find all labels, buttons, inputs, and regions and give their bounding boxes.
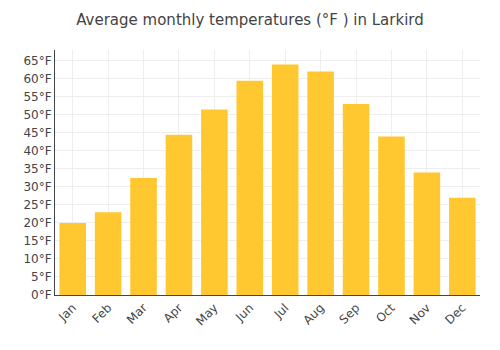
- svg-text:Apr: Apr: [161, 301, 186, 326]
- svg-text:10°F: 10°F: [23, 252, 51, 266]
- svg-text:Sep: Sep: [337, 301, 363, 327]
- svg-text:Aug: Aug: [301, 301, 327, 327]
- svg-text:5°F: 5°F: [31, 270, 52, 284]
- svg-text:Oct: Oct: [373, 301, 398, 326]
- svg-text:May: May: [193, 301, 220, 328]
- svg-text:60°F: 60°F: [23, 72, 51, 86]
- svg-text:Mar: Mar: [124, 301, 150, 327]
- svg-text:35°F: 35°F: [23, 162, 51, 176]
- svg-text:Jan: Jan: [55, 301, 79, 325]
- svg-text:55°F: 55°F: [23, 90, 51, 104]
- svg-text:30°F: 30°F: [23, 180, 51, 194]
- svg-text:15°F: 15°F: [23, 234, 51, 248]
- svg-text:45°F: 45°F: [23, 126, 51, 140]
- svg-text:Jul: Jul: [271, 301, 292, 322]
- svg-text:Dec: Dec: [442, 301, 468, 327]
- svg-text:50°F: 50°F: [23, 108, 51, 122]
- svg-text:0°F: 0°F: [31, 288, 52, 302]
- svg-text:40°F: 40°F: [23, 144, 51, 158]
- svg-text:65°F: 65°F: [23, 54, 51, 68]
- svg-text:Nov: Nov: [407, 301, 433, 327]
- svg-text:25°F: 25°F: [23, 198, 51, 212]
- svg-text:Feb: Feb: [90, 301, 115, 326]
- svg-text:Jun: Jun: [232, 301, 256, 325]
- svg-text:20°F: 20°F: [23, 216, 51, 230]
- svg-text:Average monthly temperatures (: Average monthly temperatures (°F ) in La…: [76, 11, 424, 29]
